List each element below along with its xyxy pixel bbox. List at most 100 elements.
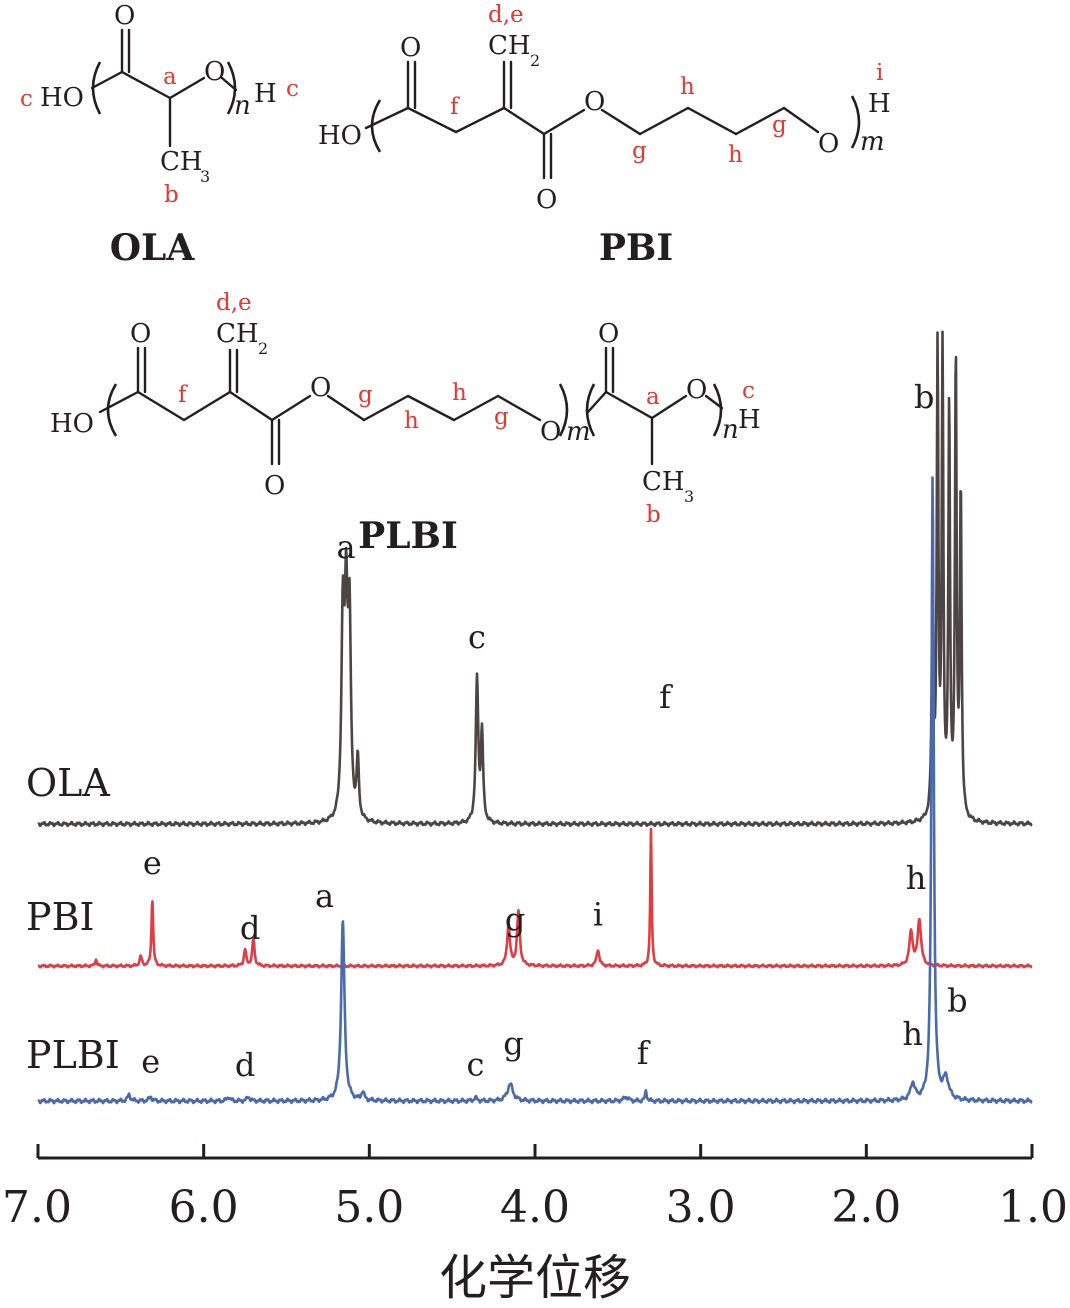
plbi-atom-h: H xyxy=(738,405,761,435)
peak-label-ola-c: c xyxy=(468,618,486,656)
x-axis: 7.0 6.0 5.0 4.0 3.0 2.0 1.0 xyxy=(2,1144,1068,1233)
pbi-atom-h: H xyxy=(868,89,891,119)
ola-label-c-left: c xyxy=(20,86,33,112)
ola-repeat-n: n xyxy=(234,91,251,121)
pbi-bond xyxy=(782,106,820,134)
peak-label-plbi-e: e xyxy=(141,1043,160,1081)
plbi-label-a: a xyxy=(646,384,660,410)
plbi-bond xyxy=(326,394,366,422)
x-tick-label: 4.0 xyxy=(500,1182,570,1233)
plbi-label-g2: g xyxy=(494,404,509,430)
pbi-structure: CH 2 O HO O O O H m d,e f g h h g i PBI xyxy=(318,2,891,269)
plbi-label-de: d,e xyxy=(216,290,252,316)
plbi-bond xyxy=(406,394,456,422)
peak-label-plbi-a: a xyxy=(315,877,334,915)
plbi-label-g1: g xyxy=(358,382,373,408)
ola-bond xyxy=(220,76,238,92)
peak-label-pbi-h: h xyxy=(906,859,927,897)
x-axis-title: 化学位移 xyxy=(439,1250,631,1306)
pbi-label-h1: h xyxy=(680,74,695,100)
ola-structure: O HO O H CH 3 n a b c c OLA xyxy=(20,1,299,269)
plbi-bond xyxy=(586,390,608,414)
pbi-close-paren xyxy=(850,95,861,149)
plbi-atom-o-lactide-top: O xyxy=(598,319,619,349)
x-tick-label: 6.0 xyxy=(169,1182,239,1233)
plbi-structure-name: PLBI xyxy=(358,515,458,557)
pbi-bond xyxy=(502,106,546,136)
plbi-label-c: c xyxy=(742,378,755,404)
peak-label-pbi-i: i xyxy=(593,896,603,934)
pbi-bond xyxy=(406,106,458,134)
ola-structure-name: OLA xyxy=(110,227,196,269)
plbi-bond xyxy=(452,394,500,422)
ola-bond xyxy=(168,76,206,100)
series-name-plbi: PLBI xyxy=(26,1033,120,1077)
ola-atom-o-carbonyl: O xyxy=(114,1,135,31)
pbi-atom-o-end: O xyxy=(818,129,839,159)
plbi-bond xyxy=(604,390,654,420)
peak-label-plbi-f: f xyxy=(637,1034,651,1072)
pbi-bond xyxy=(364,106,410,130)
peak-label-pbi-e: e xyxy=(143,844,162,882)
plbi-bond xyxy=(136,390,186,422)
plbi-bond xyxy=(228,390,274,422)
peak-label-pbi-d: d xyxy=(240,909,260,947)
plbi-atom-ch3-sub: 3 xyxy=(684,487,694,506)
series-name-ola: OLA xyxy=(26,761,110,805)
spectrum-line-plbi xyxy=(37,476,1033,1105)
pbi-bond xyxy=(638,106,690,136)
plbi-bond xyxy=(496,394,542,422)
x-tick-label: 2.0 xyxy=(831,1182,901,1233)
plbi-label-h2: h xyxy=(452,380,467,406)
plbi-atom-ch2-sub: 2 xyxy=(258,339,268,358)
ola-atom-o-ether: O xyxy=(204,57,225,87)
pbi-label-h2: h xyxy=(728,142,743,168)
plbi-repeat-m: m xyxy=(566,417,591,447)
plbi-label-f: f xyxy=(178,382,188,408)
series-ola: OLA a c b xyxy=(26,330,1033,828)
pbi-structure-name: PBI xyxy=(599,227,673,269)
peak-label-plbi-g: g xyxy=(503,1025,523,1063)
ola-label-b: b xyxy=(164,182,179,208)
plbi-open-paren-1 xyxy=(106,383,118,437)
peak-label-pbi-f: f xyxy=(659,678,673,716)
ola-atom-ch3-sub: 3 xyxy=(200,167,210,186)
plbi-bond xyxy=(182,390,232,422)
ola-label-a: a xyxy=(163,64,177,90)
plbi-atom-o-top: O xyxy=(130,319,151,349)
pbi-label-i: i xyxy=(876,60,883,86)
spectrum-line-ola xyxy=(37,330,1033,828)
ola-label-c-right: c xyxy=(286,76,299,102)
plbi-open-paren-2 xyxy=(585,383,596,437)
pbi-atom-o-top: O xyxy=(400,33,421,63)
pbi-atom-ch2: CH xyxy=(488,31,531,61)
pbi-atom-ch2-sub: 2 xyxy=(530,51,540,70)
peak-label-plbi-c: c xyxy=(466,1046,484,1084)
plbi-atom-ch3: CH xyxy=(642,467,685,497)
pbi-open-paren xyxy=(370,99,382,153)
plbi-atom-o-lactide: O xyxy=(686,375,707,405)
pbi-atom-o-ester: O xyxy=(584,87,605,117)
plbi-bond xyxy=(98,390,140,414)
plbi-close-paren-2 xyxy=(712,383,723,437)
ola-bond xyxy=(120,70,172,100)
pbi-atom-o-bottom: O xyxy=(536,185,557,215)
series-pbi: PBI e d g i f h xyxy=(26,678,1033,969)
pbi-label-g2: g xyxy=(772,112,787,138)
pbi-label-f: f xyxy=(450,94,460,120)
plbi-atom-ch2: CH xyxy=(216,319,259,349)
x-tick-label: 1.0 xyxy=(998,1182,1068,1233)
pbi-bond xyxy=(600,108,642,136)
pbi-bond xyxy=(734,106,786,136)
peak-label-pbi-g: g xyxy=(505,901,525,939)
plbi-atom-ho: HO xyxy=(50,409,94,439)
pbi-bond xyxy=(542,108,586,136)
plbi-bond xyxy=(362,394,410,422)
ola-atom-h: H xyxy=(254,79,277,109)
pbi-repeat-m: m xyxy=(860,127,885,157)
plbi-label-h1: h xyxy=(404,408,419,434)
plbi-atom-o-ester: O xyxy=(310,373,331,403)
peak-label-plbi-b: b xyxy=(947,982,967,1020)
